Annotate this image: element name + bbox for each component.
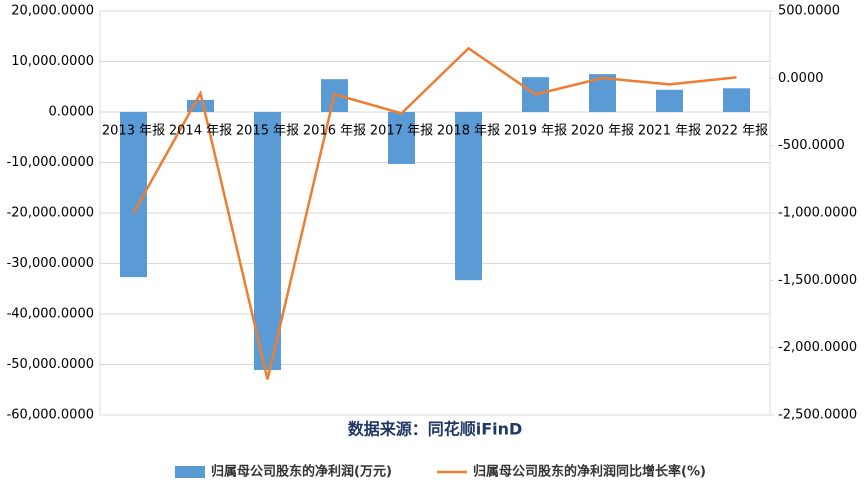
x-tick-label: 2014 年报 [169,124,232,139]
x-tick-label: 2022 年报 [705,124,768,139]
y2-tick-label: 500.0000 [778,4,840,19]
x-tick-label: 2017 年报 [370,124,433,139]
y2-tick-label: 0.0000 [778,71,824,86]
y-tick-label: 20,000.0000 [11,4,94,19]
y2-tick-label: -2,500.0000 [778,408,857,423]
x-tick-label: 2016 年报 [303,124,366,139]
y2-tick-label: -500.0000 [778,138,845,153]
x-tick-label: 2019 年报 [504,124,567,139]
y2-tick-label: -1,500.0000 [778,273,857,288]
y-tick-label: -60,000.0000 [7,408,94,423]
x-tick-label: 2015 年报 [236,124,299,139]
y2-tick-label: -2,000.0000 [778,340,857,355]
y2-tick-label: -1,000.0000 [778,206,857,221]
legend-label: 归属母公司股东的净利润(万元) [211,464,392,480]
bar [254,112,281,371]
y-tick-label: -10,000.0000 [7,155,94,170]
x-tick-label: 2018 年报 [437,124,500,139]
y-tick-label: -50,000.0000 [7,357,94,372]
x-tick-label: 2021 年报 [638,124,701,139]
bar [455,112,482,281]
bar [723,88,750,112]
y-tick-label: 0.0000 [49,105,95,120]
y-tick-label: -20,000.0000 [7,206,94,221]
bar [388,112,415,165]
line [132,46,737,380]
source-note: 数据来源：同花顺iFinD [348,420,523,439]
y-tick-label: -40,000.0000 [7,307,94,322]
bar [656,89,683,112]
y-tick-label: -30,000.0000 [7,256,94,271]
x-tick-label: 2013 年报 [102,124,165,139]
legend-label: 归属母公司股东的净利润同比增长率(%) [473,464,706,480]
x-tick-label: 2020 年报 [571,124,634,139]
legend-swatch [175,466,205,478]
y-tick-label: 10,000.0000 [11,54,94,69]
